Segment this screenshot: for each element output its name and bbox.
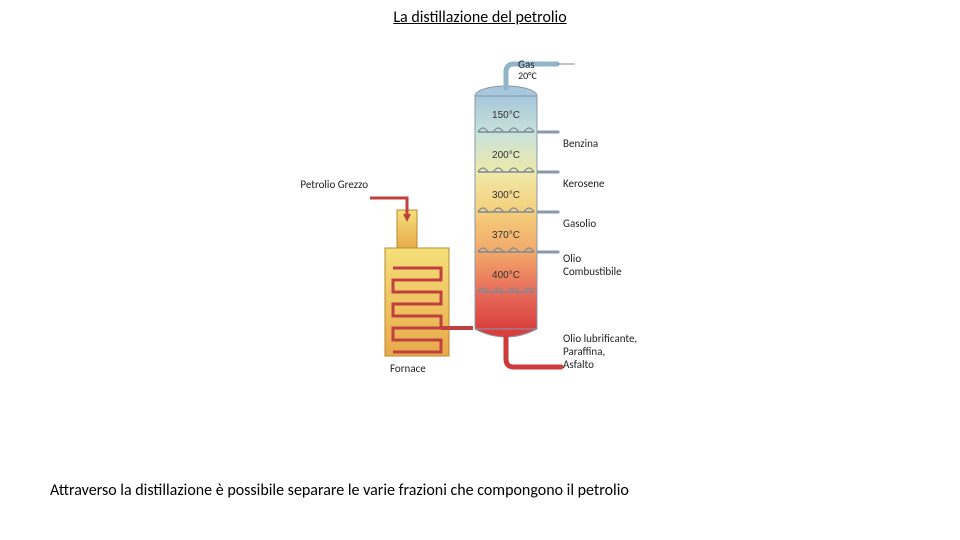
svg-text:400°C: 400°C	[492, 270, 520, 281]
label-bottom-products: Olio lubrificante, Paraffina, Asfalto	[563, 332, 637, 372]
label-furnace: Fornace	[390, 362, 426, 375]
label-gas-temp: 20°C	[518, 70, 537, 82]
page-title: La distillazione del petrolio	[0, 8, 960, 27]
svg-text:150°C: 150°C	[492, 110, 520, 121]
distillation-diagram: 150°C200°C300°C370°C400°C Petrolio Grezz…	[300, 50, 660, 410]
svg-text:370°C: 370°C	[492, 230, 520, 241]
caption-text: Attraverso la distillazione è possibile …	[50, 481, 629, 500]
svg-text:300°C: 300°C	[492, 190, 520, 201]
label-olio-combustibile: Olio Combustibile	[563, 252, 622, 278]
label-benzina: Benzina	[563, 137, 598, 150]
svg-text:200°C: 200°C	[492, 150, 520, 161]
label-gasolio: Gasolio	[563, 217, 596, 230]
label-crude-oil: Petrolio Grezzo	[288, 178, 368, 191]
label-kerosene: Kerosene	[563, 177, 604, 190]
